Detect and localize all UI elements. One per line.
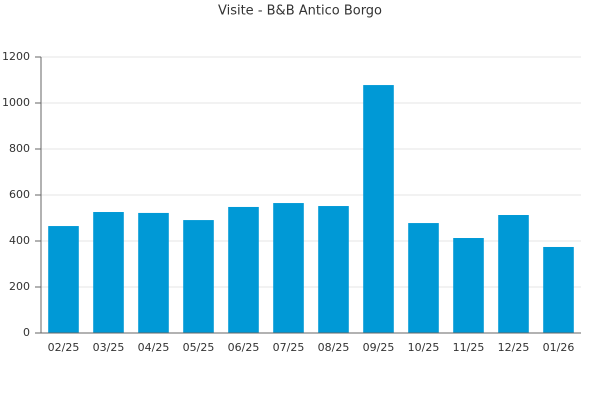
y-tick-label: 1000 [2, 96, 30, 109]
bar [543, 246, 574, 333]
bar [138, 212, 169, 333]
bar [93, 212, 124, 333]
bar [273, 203, 304, 333]
y-tick-label: 0 [23, 326, 30, 339]
x-tick-label: 10/25 [408, 341, 440, 354]
y-tick-label: 800 [9, 142, 30, 155]
x-tick-label: 01/26 [543, 341, 575, 354]
chart-title: Visite - B&B Antico Borgo [218, 4, 382, 19]
bar [498, 215, 529, 333]
x-tick-label: 08/25 [318, 341, 350, 354]
x-tick-label: 09/25 [363, 341, 395, 354]
x-tick-label: 02/25 [48, 341, 80, 354]
x-tick-label: 04/25 [138, 341, 170, 354]
x-tick-label: 12/25 [498, 341, 530, 354]
y-tick-label: 1200 [2, 50, 30, 63]
x-tick-label: 06/25 [228, 341, 260, 354]
y-tick-label: 200 [9, 280, 30, 293]
y-tick-label: 600 [9, 188, 30, 201]
x-tick-label: 03/25 [93, 341, 125, 354]
bar [318, 206, 349, 333]
x-tick-label: 07/25 [273, 341, 305, 354]
x-tick-label: 05/25 [183, 341, 215, 354]
y-tick-label: 400 [9, 234, 30, 247]
x-tick-label: 11/25 [453, 341, 485, 354]
bar [48, 226, 79, 333]
bar [453, 238, 484, 333]
bar [363, 85, 394, 333]
bar [183, 220, 214, 333]
bar [228, 206, 259, 333]
bar [408, 223, 439, 333]
